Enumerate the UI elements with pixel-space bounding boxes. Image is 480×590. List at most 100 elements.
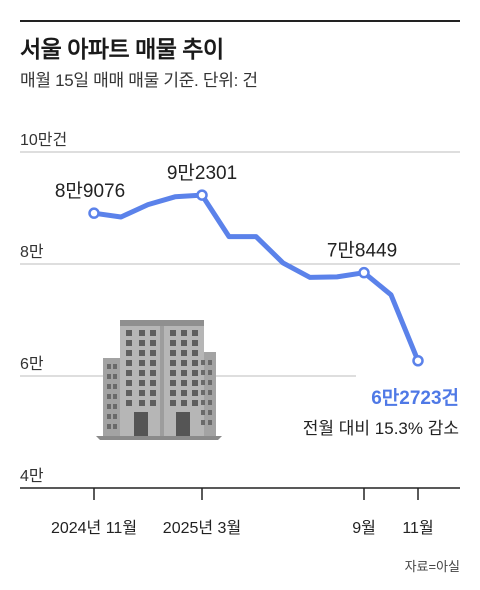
building-window: [126, 380, 132, 386]
building-window: [139, 350, 145, 356]
x-tick-label: 9월: [352, 519, 376, 537]
building-window: [139, 360, 145, 366]
building-window: [126, 400, 132, 406]
building-window: [181, 400, 187, 406]
building-window: [113, 414, 117, 419]
building-window: [107, 414, 111, 419]
annotation-text: 전월 대비 15.3% 감소: [303, 419, 459, 438]
building-window: [126, 350, 132, 356]
building-window: [107, 424, 111, 429]
building-window: [208, 400, 212, 405]
y-tick-label: 4만: [20, 467, 44, 485]
building-window: [150, 360, 156, 366]
building-window: [192, 330, 198, 336]
building-window: [201, 420, 205, 425]
data-label: 8만9076: [55, 180, 125, 202]
y-tick-label: 6만: [20, 355, 44, 373]
building-window: [150, 400, 156, 406]
building-window: [208, 370, 212, 375]
building-window: [139, 330, 145, 336]
building-window: [150, 390, 156, 396]
point-marker: [88, 207, 100, 219]
building-window: [113, 384, 117, 389]
building-window: [139, 370, 145, 376]
y-axis-labels: 10만건 8만 6만 4만: [20, 131, 67, 485]
building-window: [126, 390, 132, 396]
point-marker: [412, 355, 424, 367]
x-tick-label: 2025년 3월: [163, 519, 241, 537]
building-window: [192, 350, 198, 356]
building-window: [201, 380, 205, 385]
y-tick-label: 10만건: [20, 131, 67, 149]
data-label: 9만2301: [167, 162, 237, 184]
building-window: [192, 390, 198, 396]
source-note: 자료=아실: [404, 559, 460, 574]
point-markers: [88, 189, 424, 367]
building-window: [170, 380, 176, 386]
point-marker: [358, 266, 370, 279]
building-window: [170, 370, 176, 376]
building-window: [181, 330, 187, 336]
building-window: [201, 410, 205, 415]
building-window: [107, 384, 111, 389]
building-window: [150, 380, 156, 386]
building-window: [126, 360, 132, 366]
building-window: [113, 424, 117, 429]
building-window: [107, 394, 111, 399]
building-window: [192, 380, 198, 386]
x-axis-ticks: 2024년 11월 2025년 3월 9월 11월: [51, 488, 434, 537]
building-window: [181, 350, 187, 356]
point-marker: [196, 189, 208, 201]
building-window: [208, 390, 212, 395]
building-window: [208, 420, 212, 425]
building-window: [113, 394, 117, 399]
building-window: [170, 340, 176, 346]
building-window: [201, 390, 205, 395]
building-window: [126, 370, 132, 376]
building-window: [208, 410, 212, 415]
building-window: [192, 400, 198, 406]
building-window: [181, 370, 187, 376]
building-window: [170, 350, 176, 356]
building-window: [181, 360, 187, 366]
x-tick-label: 11월: [402, 519, 433, 537]
building-window: [139, 390, 145, 396]
building-window: [192, 340, 198, 346]
building-window: [201, 360, 205, 365]
building-window: [113, 404, 117, 409]
building-window: [139, 400, 145, 406]
building-window: [107, 374, 111, 379]
building-window: [107, 364, 111, 369]
building-window: [192, 370, 198, 376]
building-window: [150, 330, 156, 336]
top-rule: [20, 20, 460, 22]
building-window: [150, 340, 156, 346]
building-window: [113, 374, 117, 379]
apartment-building-icon: [96, 320, 222, 440]
building-window: [126, 340, 132, 346]
building-window: [181, 340, 187, 346]
data-labels: 8만9076 9만2301 7만8449 6만2723건: [55, 162, 459, 409]
building-window: [113, 364, 117, 369]
data-label: 6만2723건: [371, 387, 459, 409]
building-window: [208, 380, 212, 385]
building-window: [150, 370, 156, 376]
chart-title: 서울 아파트 매물 추이: [20, 36, 224, 62]
building-window: [170, 360, 176, 366]
chart-subtitle: 매월 15일 매매 매물 기준. 단위: 건: [20, 71, 258, 90]
building-window: [150, 350, 156, 356]
building-window: [181, 380, 187, 386]
building-window: [170, 400, 176, 406]
building-window: [192, 360, 198, 366]
building-window: [170, 390, 176, 396]
building-window: [201, 370, 205, 375]
building-window: [208, 360, 212, 365]
building-window: [107, 404, 111, 409]
data-label: 7만8449: [327, 240, 397, 262]
building-window: [181, 390, 187, 396]
building-window: [139, 340, 145, 346]
x-tick-label: 2024년 11월: [51, 519, 137, 537]
y-tick-label: 8만: [20, 243, 44, 261]
building-window: [126, 330, 132, 336]
